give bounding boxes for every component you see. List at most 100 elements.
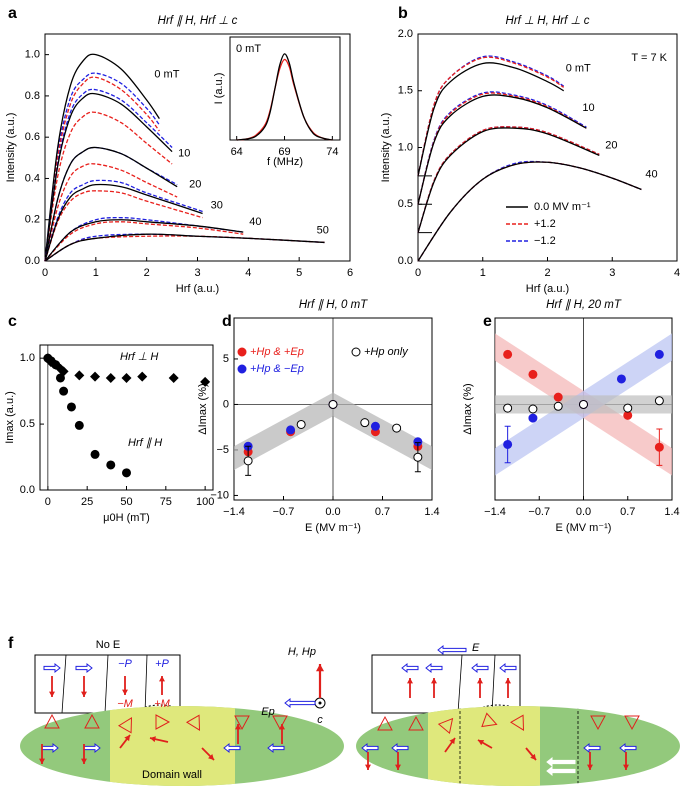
- arrow-head: [159, 676, 165, 682]
- panel-label: a: [8, 5, 17, 22]
- y-tick-label: −10: [210, 489, 229, 501]
- data-point: [528, 404, 538, 414]
- spin-cone: [437, 717, 454, 735]
- curve: [44, 190, 203, 262]
- data-point: [106, 460, 116, 470]
- data-point: [351, 347, 361, 357]
- polarization-arrow: [546, 765, 576, 777]
- panel-label: b: [398, 5, 408, 22]
- field-label: E: [472, 642, 480, 654]
- data-point: [55, 373, 65, 383]
- arrow-head: [395, 764, 401, 770]
- arrow-head: [150, 736, 156, 743]
- data-point: [623, 403, 633, 413]
- arrow-head: [235, 724, 241, 730]
- x-tick-label: −0.7: [273, 506, 295, 518]
- y-tick-label: 0: [223, 398, 229, 410]
- y-tick-label: 1.5: [398, 85, 413, 97]
- polarization-label: +P: [155, 658, 169, 670]
- polarization-arrow: [361, 742, 379, 754]
- spin-cone: [117, 717, 133, 734]
- data-point: [528, 413, 538, 423]
- polarization-arrow: [43, 662, 61, 674]
- x-tick-label: 64: [231, 146, 243, 158]
- curve: [44, 163, 178, 262]
- arrow-head: [477, 678, 483, 684]
- curve: [417, 161, 642, 262]
- curve: [44, 233, 325, 262]
- axis-label: c: [317, 714, 323, 726]
- curve-label: 10: [178, 148, 190, 160]
- x-tick-label: 0: [415, 267, 421, 279]
- data-point: [360, 418, 370, 428]
- x-tick-label: 0.0: [325, 506, 340, 518]
- spin-cone: [84, 713, 100, 729]
- curve: [44, 88, 173, 262]
- curve: [44, 53, 160, 262]
- data-point: [168, 372, 179, 383]
- panel-label: c: [8, 313, 17, 330]
- domain-walls: [61, 654, 496, 714]
- legend-label: +Hp only: [364, 346, 409, 358]
- polarization-arrow: [499, 662, 517, 674]
- spin-cone: [44, 713, 60, 729]
- y-tick-label: 0.4: [25, 172, 40, 184]
- x-tick-label: 0.7: [375, 506, 390, 518]
- x-axis-label: Hrf (a.u.): [176, 283, 219, 295]
- y-axis-label: Imax (a.u.): [4, 391, 16, 444]
- y-tick-label: 0.8: [25, 90, 40, 102]
- data-point: [553, 401, 563, 411]
- curve: [44, 216, 244, 262]
- magnetization-label: −M: [117, 698, 133, 710]
- arrow-head: [279, 724, 285, 730]
- curve-label: 20: [605, 139, 617, 151]
- spin-cone: [481, 712, 498, 728]
- panel-f: f No E −P +P −M +M H, Hp Ep c E Domain w…: [8, 635, 680, 786]
- data-point: [74, 420, 84, 430]
- arrow-head: [122, 689, 128, 695]
- x-tick-label: 75: [160, 496, 172, 508]
- x-tick-label: −1.4: [484, 506, 506, 518]
- x-tick-label: −1.4: [223, 506, 245, 518]
- polarization-arrow: [619, 742, 637, 754]
- polarization-arrow: [546, 756, 576, 768]
- legend-label: +1.2: [534, 218, 556, 230]
- spin-cone: [234, 715, 250, 731]
- arrow-head: [124, 735, 130, 742]
- legend-label: +Hp & +Ep: [250, 346, 304, 358]
- data-point: [137, 371, 148, 382]
- x-tick-label: 0: [42, 267, 48, 279]
- spin-cone: [590, 715, 606, 731]
- y-tick-label: 0.0: [20, 484, 35, 496]
- data-point: [237, 364, 247, 374]
- axis-label: Ep: [261, 706, 274, 718]
- data-point: [553, 392, 563, 402]
- arrow-head: [49, 691, 55, 697]
- data-point: [66, 402, 76, 412]
- data-point: [654, 349, 664, 359]
- curve-label: 30: [211, 199, 223, 211]
- x-tick-label: 1: [480, 267, 486, 279]
- data-point: [122, 468, 131, 478]
- polarization-arrow: [471, 662, 489, 674]
- wall-ellipse: [20, 706, 344, 786]
- polarization-arrow: [437, 644, 467, 656]
- panel-label: d: [222, 313, 232, 330]
- spin-cone: [408, 715, 424, 731]
- x-tick-label: 74: [326, 146, 338, 158]
- x-tick-label: 100: [196, 496, 214, 508]
- y-tick-label: 0.5: [398, 198, 413, 210]
- polarization-label: −P: [118, 658, 132, 670]
- condition-label: No E: [96, 639, 120, 651]
- data-point: [90, 449, 100, 459]
- curve: [417, 94, 587, 205]
- y-tick-label: 0.6: [25, 131, 40, 143]
- y-axis-label: ΔImax (%): [197, 383, 209, 434]
- c-axis-dot: [318, 701, 322, 705]
- data-point: [105, 372, 116, 383]
- arrow-head: [587, 764, 593, 770]
- series-label: Hrf ∥ H: [128, 437, 162, 449]
- plot-frame: [39, 344, 214, 491]
- polarization-arrow: [223, 742, 241, 754]
